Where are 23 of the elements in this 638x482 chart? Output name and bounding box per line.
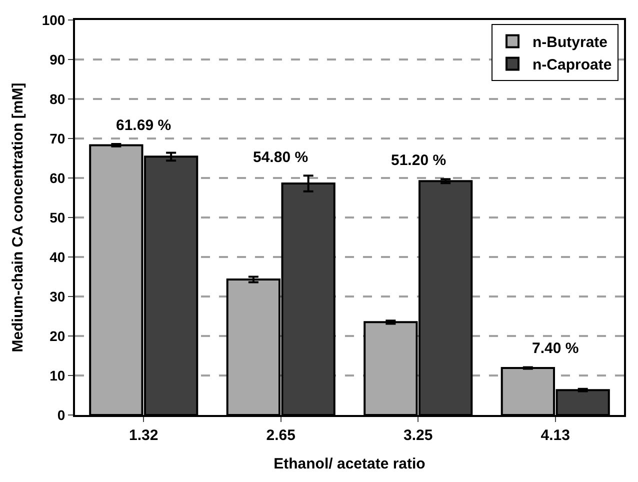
y-tick-label: 80 [50, 90, 66, 107]
y-tick-label: 90 [50, 51, 66, 68]
legend-label: n-Butyrate [532, 34, 608, 52]
y-tick-label: 0 [57, 406, 66, 423]
y-tick-label: 50 [50, 209, 66, 226]
legend-label: n-Caproate [532, 56, 612, 74]
y-tick-label: 70 [50, 130, 66, 146]
y-axis-title: Medium-chain CA concentration [mM] [10, 82, 27, 352]
x-axis-title: Ethanol/ acetate ratio [274, 456, 426, 472]
x-tick-label: 1.32 [129, 427, 158, 444]
y-tick-label: 40 [50, 248, 66, 265]
annotation: 54.80 % [253, 149, 308, 166]
x-tick-label: 2.65 [266, 427, 296, 444]
annotation: 51.20 % [391, 152, 446, 169]
annotation: 7.40 % [532, 340, 579, 357]
annotation: 61.69 % [116, 117, 172, 134]
x-tick-label: 4.13 [540, 427, 570, 444]
y-tick-label: 60 [50, 170, 66, 186]
y-tick-label: 100 [42, 12, 66, 28]
y-tick-label: 20 [50, 328, 66, 344]
y-tick-label: 30 [50, 288, 66, 304]
y-tick-label: 10 [50, 367, 66, 384]
x-tick-label: 3.25 [404, 427, 433, 444]
